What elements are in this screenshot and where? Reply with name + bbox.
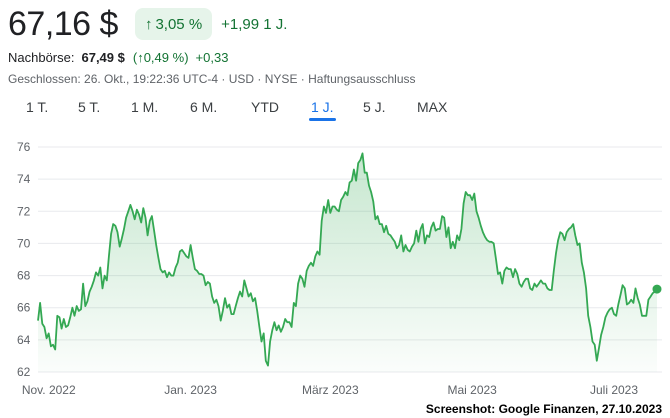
after-hours-absolute: +0,33 bbox=[195, 50, 229, 65]
after-hours-paren-open: ( bbox=[132, 50, 138, 65]
change-percent: 3,05 % bbox=[155, 15, 203, 33]
tab-1-month[interactable]: 1 M. bbox=[131, 99, 159, 115]
y-tick-label: 68 bbox=[17, 269, 31, 283]
x-tick-label: Mai 2023 bbox=[447, 383, 497, 397]
y-tick-label: 76 bbox=[17, 140, 31, 154]
x-tick-label: Nov. 2022 bbox=[22, 383, 76, 397]
after-hours-label: Nachbörse: bbox=[8, 50, 75, 65]
market-status-line: Geschlossen: 26. Okt., 19:22:36 UTC-4 · … bbox=[8, 72, 416, 86]
after-hours-pct-value: 0,49 % bbox=[143, 50, 185, 65]
y-tick-label: 66 bbox=[17, 301, 31, 315]
change-percent-badge: ↑ 3,05 % bbox=[134, 8, 213, 40]
tab-5-days[interactable]: 5 T. bbox=[78, 99, 101, 115]
y-tick-label: 74 bbox=[17, 172, 31, 186]
y-tick-label: 64 bbox=[17, 333, 31, 347]
up-arrow-icon: ↑ bbox=[144, 15, 153, 33]
series-line bbox=[37, 152, 658, 367]
tab-1-day[interactable]: 1 T. bbox=[26, 99, 49, 115]
price-header: 67,16 $ ↑ 3,05 % +1,99 1 J. bbox=[8, 4, 287, 44]
after-hours-row: Nachbörse: 67,49 $ (↑0,49 %) +0,33 bbox=[8, 50, 228, 65]
screenshot-caption: Screenshot: Google Finanzen, 27.10.2023 bbox=[425, 402, 662, 416]
series-area bbox=[38, 153, 657, 372]
x-tick-label: Jan. 2023 bbox=[164, 383, 217, 397]
x-tick-label: März 2023 bbox=[302, 383, 359, 397]
tab-6-months[interactable]: 6 M. bbox=[190, 99, 218, 115]
last-price-point bbox=[652, 284, 662, 294]
tab-1-year[interactable]: 1 J. bbox=[309, 96, 336, 121]
y-tick-label: 70 bbox=[17, 236, 31, 250]
after-hours-up-arrow-icon: ↑ bbox=[137, 50, 144, 65]
y-tick-label: 62 bbox=[17, 365, 31, 379]
tab-5-years[interactable]: 5 J. bbox=[363, 99, 386, 115]
tab-ytd[interactable]: YTD bbox=[251, 99, 279, 115]
y-tick-label: 72 bbox=[17, 204, 31, 218]
after-hours-price: 67,49 $ bbox=[81, 50, 125, 65]
after-hours-paren-close: ) bbox=[184, 50, 189, 65]
current-price: 67,16 $ bbox=[8, 5, 118, 43]
x-tick-label: Juli 2023 bbox=[590, 383, 638, 397]
change-absolute: +1,99 1 J. bbox=[221, 15, 288, 33]
tab-max[interactable]: MAX bbox=[417, 99, 448, 115]
after-hours-percent: (↑0,49 %) bbox=[133, 50, 189, 65]
